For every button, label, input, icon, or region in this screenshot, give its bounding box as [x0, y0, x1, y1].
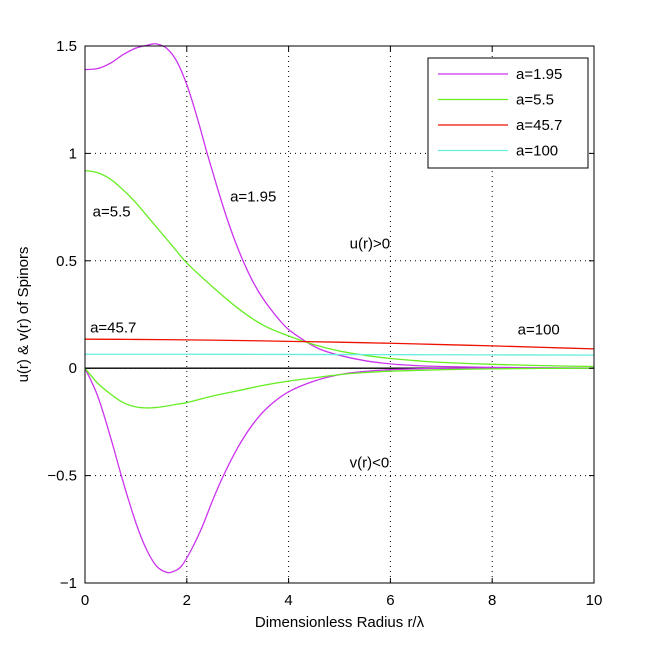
legend-label-1: a=5.5 [516, 92, 554, 109]
series-line-a-1-95-v-r- [84, 367, 594, 574]
annotation-2: u(r)>0 [350, 236, 390, 253]
x-tick-label-4: 8 [488, 592, 496, 609]
y-axis-label: u(r) & v(r) of Spinors [15, 247, 32, 383]
annotation-5: v(r)<0 [350, 455, 390, 472]
series-line-a-1-95-u-r- [84, 43, 595, 369]
legend: a=1.95 a=5.5 a=45.7 a=100 [427, 57, 589, 169]
y-tick-label-4: 1 [69, 145, 77, 162]
annotations: a=1.95 a=5.5 u(r)>0 a=45.7 a=100 v(r)<0 [90, 188, 560, 471]
annotation-0: a=1.95 [230, 188, 276, 205]
legend-label-0: a=1.95 [516, 66, 562, 83]
annotation-3: a=45.7 [90, 319, 136, 336]
legend-label-3: a=100 [516, 143, 558, 160]
axes: 0 2 4 6 8 10 −1 −0.5 0 0.5 1 1.5 Dimensionless Radiu… [15, 38, 602, 631]
annotation-1: a=5.5 [93, 203, 131, 220]
series-line-a-5-5-u-r- [84, 169, 595, 368]
y-tick-label-0: −1 [60, 575, 77, 592]
x-tick-label-1: 2 [183, 592, 191, 609]
series-line-a-5-5-v-r- [84, 367, 595, 409]
series-line-a-100-u-r- [84, 353, 595, 356]
series-lines [84, 43, 595, 574]
y-tick-label-1: −0.5 [47, 468, 77, 485]
x-tick-label-0: 0 [81, 592, 89, 609]
x-tick-label-5: 10 [586, 592, 603, 609]
x-axis-label: Dimensionless Radius r/λ [255, 614, 425, 631]
y-tick-label-2: 0 [69, 360, 77, 377]
y-tick-label-3: 0.5 [56, 253, 77, 270]
legend-label-2: a=45.7 [516, 117, 562, 134]
y-tick-label-5: 1.5 [56, 38, 77, 55]
series-line-a-45-7-u-r- [84, 338, 595, 350]
plot-frame [84, 45, 595, 584]
x-tick-label-3: 6 [386, 592, 394, 609]
x-tick-label-2: 4 [284, 592, 292, 609]
legend-box [427, 57, 589, 169]
annotation-4: a=100 [518, 322, 560, 339]
